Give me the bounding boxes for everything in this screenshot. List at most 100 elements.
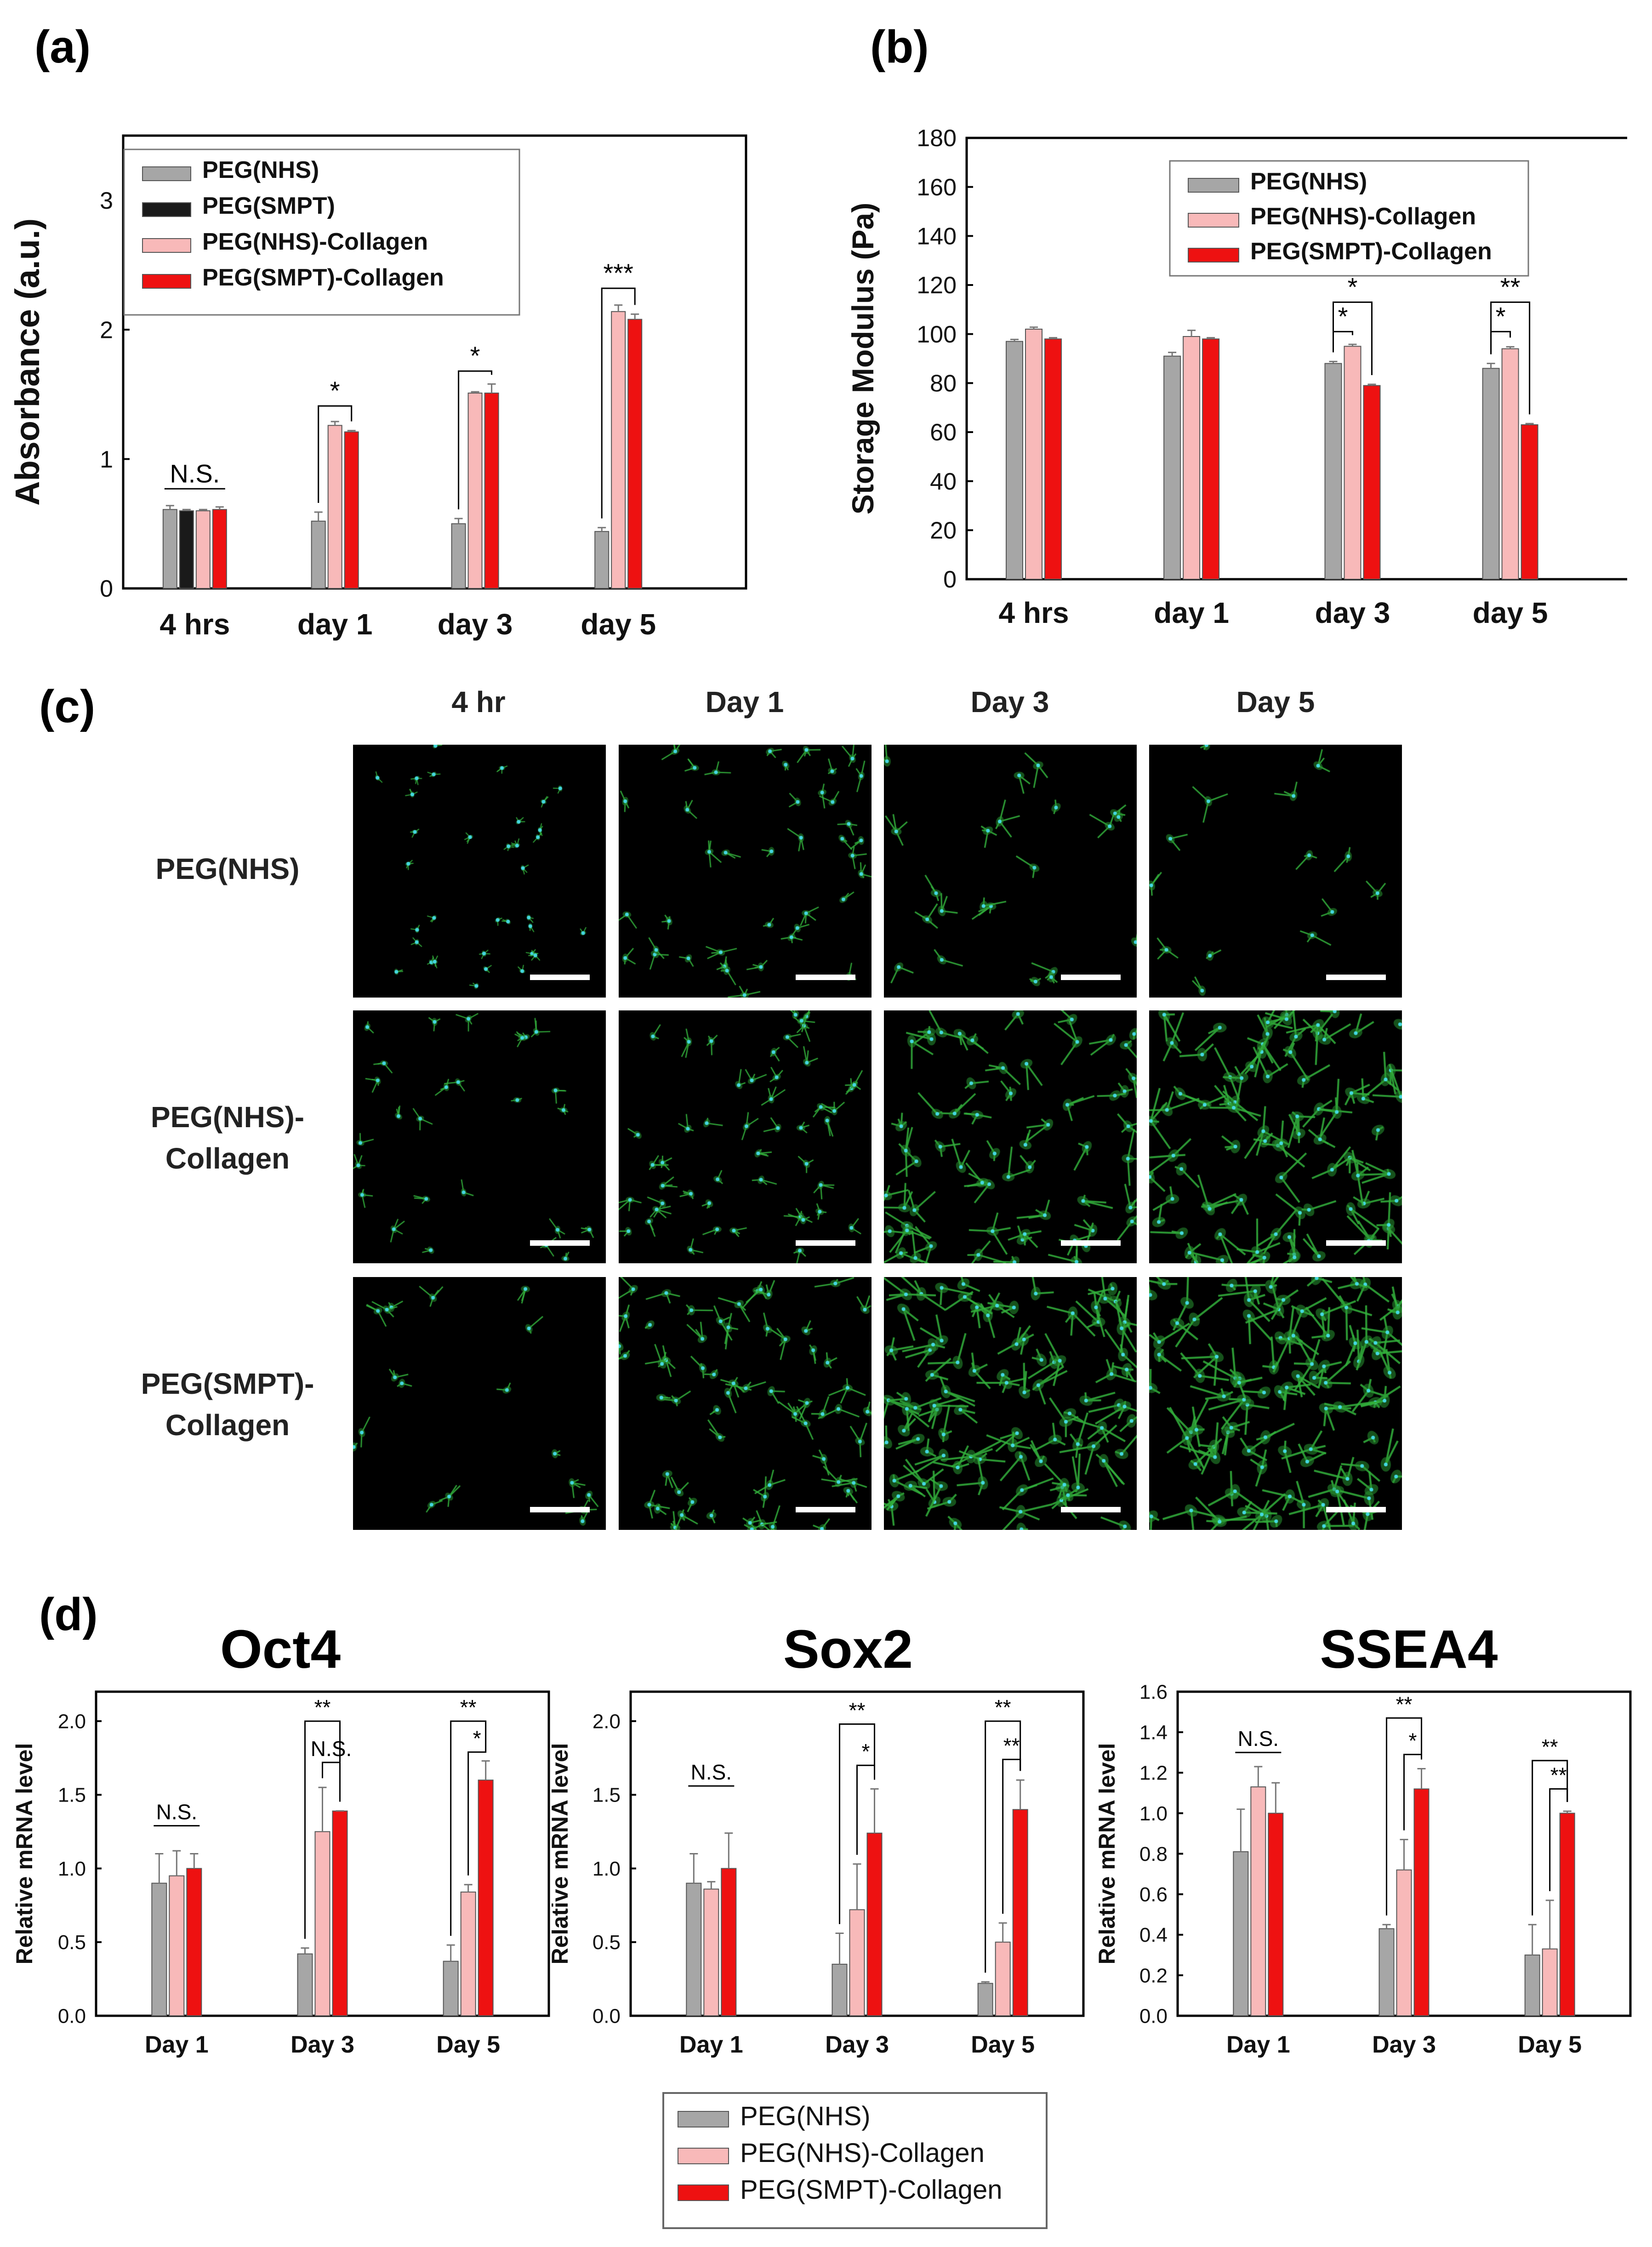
x-tick-label: Day 1 bbox=[145, 2031, 209, 2058]
significance-bracket bbox=[601, 287, 636, 519]
micrograph-image bbox=[884, 1010, 1137, 1263]
significance-label: ** bbox=[1550, 1763, 1567, 1787]
micrograph-tile bbox=[1149, 1010, 1402, 1263]
y-tick-label: 20 bbox=[930, 518, 957, 544]
micrograph-tile bbox=[353, 1277, 606, 1530]
x-tick-label: day 1 bbox=[1154, 596, 1229, 629]
legend-swatch bbox=[1188, 178, 1239, 193]
micrograph-image bbox=[353, 1010, 606, 1263]
y-tick-label: 0.5 bbox=[592, 1931, 621, 1954]
bar bbox=[1396, 1869, 1412, 2016]
significance-bracket bbox=[985, 1720, 1021, 1973]
y-tick-label: 1.2 bbox=[1139, 1762, 1168, 1785]
legend-swatch bbox=[142, 238, 191, 253]
micrograph-tile bbox=[353, 745, 606, 998]
micrograph-tile bbox=[1149, 1277, 1402, 1530]
legend-label: PEG(NHS) bbox=[740, 2101, 871, 2131]
legend-swatch bbox=[678, 2148, 729, 2164]
significance-label: N.S. bbox=[1238, 1727, 1279, 1751]
significance-label: * bbox=[473, 1726, 481, 1750]
significance-label: * bbox=[470, 341, 480, 370]
bar bbox=[1524, 1954, 1540, 2016]
significance-label: N.S. bbox=[311, 1737, 352, 1761]
bar bbox=[1044, 338, 1062, 580]
bar bbox=[332, 1810, 348, 2016]
panel-label-c: (c) bbox=[39, 681, 96, 732]
significance-bracket bbox=[467, 1751, 487, 1876]
x-tick-label: Day 5 bbox=[436, 2031, 500, 2058]
micrograph-tile bbox=[619, 1010, 872, 1263]
x-tick-label: 4 hrs bbox=[160, 608, 230, 641]
x-tick-label: 4 hrs bbox=[999, 596, 1069, 629]
bar bbox=[344, 431, 359, 589]
scale-bar bbox=[1326, 975, 1386, 980]
significance-label: * bbox=[862, 1739, 870, 1763]
significance-label: * bbox=[1348, 272, 1358, 301]
y-tick-label: 0.4 bbox=[1139, 1924, 1168, 1946]
significance-bracket bbox=[318, 405, 353, 503]
legend-swatch bbox=[142, 166, 191, 181]
scale-bar bbox=[1061, 975, 1121, 980]
bar bbox=[484, 393, 499, 589]
micrograph-image bbox=[884, 1277, 1137, 1530]
plot-frame bbox=[122, 134, 747, 590]
micrograph-image bbox=[619, 745, 872, 998]
scale-bar bbox=[1061, 1240, 1121, 1246]
bar bbox=[1344, 346, 1361, 580]
x-tick-label: Day 5 bbox=[971, 2031, 1035, 2058]
bar bbox=[594, 531, 610, 589]
bar bbox=[703, 1888, 719, 2016]
bar bbox=[1482, 368, 1500, 580]
bar bbox=[478, 1779, 494, 2017]
legend-label: PEG(SMPT)-Collagen bbox=[202, 264, 444, 291]
significance-label: * bbox=[1496, 302, 1506, 331]
bar bbox=[1542, 1948, 1558, 2016]
bar bbox=[1268, 1813, 1284, 2016]
y-tick-label: 0 bbox=[943, 566, 957, 593]
scale-bar bbox=[1326, 1240, 1386, 1246]
y-tick-label: 0.6 bbox=[1139, 1883, 1168, 1906]
significance-label: ** bbox=[995, 1695, 1011, 1719]
y-tick-label: 180 bbox=[917, 125, 957, 152]
micrograph-image bbox=[619, 1010, 872, 1263]
panel-label-a: (a) bbox=[34, 21, 91, 73]
bar bbox=[721, 1868, 737, 2016]
x-tick-label: day 5 bbox=[1473, 596, 1548, 629]
bar bbox=[1379, 1928, 1395, 2016]
scale-bar bbox=[796, 975, 855, 980]
gene-title-ssea4: SSEA4 bbox=[1320, 1619, 1498, 1680]
bar bbox=[1521, 424, 1538, 580]
bar bbox=[686, 1882, 702, 2016]
x-tick-label: day 1 bbox=[297, 608, 373, 641]
bar bbox=[443, 1961, 459, 2017]
bar bbox=[162, 509, 177, 589]
y-tick-label: 80 bbox=[930, 371, 957, 397]
gene-title-sox2: Sox2 bbox=[783, 1619, 913, 1680]
bar bbox=[995, 1941, 1011, 2016]
y-tick-label: 0.8 bbox=[1139, 1843, 1168, 1865]
legend-label: PEG(SMPT)-Collagen bbox=[1250, 238, 1492, 265]
bar bbox=[849, 1909, 865, 2017]
y-tick-label: 2 bbox=[100, 317, 113, 343]
significance-bracket bbox=[1333, 301, 1373, 375]
bar bbox=[186, 1868, 202, 2016]
micrograph-tile bbox=[353, 1010, 606, 1263]
y-tick-label: 0.0 bbox=[58, 2005, 86, 2027]
micrograph-image bbox=[1149, 745, 1402, 998]
micrograph-tile bbox=[1149, 745, 1402, 998]
y-tick-label: 0.2 bbox=[1139, 1964, 1168, 1987]
bar bbox=[1324, 363, 1342, 580]
chart-storage-modulus: 0 20 40 60 80 100 120 140 160 180 Storage Modulus … bbox=[846, 125, 1627, 629]
bar bbox=[1413, 1788, 1430, 2016]
bar bbox=[1012, 1809, 1028, 2016]
bar bbox=[460, 1891, 476, 2016]
micro-row-label-line1: PEG(SMPT)- bbox=[141, 1367, 314, 1400]
bar bbox=[327, 425, 342, 589]
scale-bar bbox=[530, 1507, 590, 1512]
bar bbox=[467, 393, 483, 589]
x-tick-label: Day 1 bbox=[679, 2031, 743, 2058]
x-tick-label: Day 3 bbox=[291, 2031, 354, 2058]
significance-bracket bbox=[1386, 1717, 1422, 1916]
y-tick-label: 0 bbox=[100, 576, 113, 602]
